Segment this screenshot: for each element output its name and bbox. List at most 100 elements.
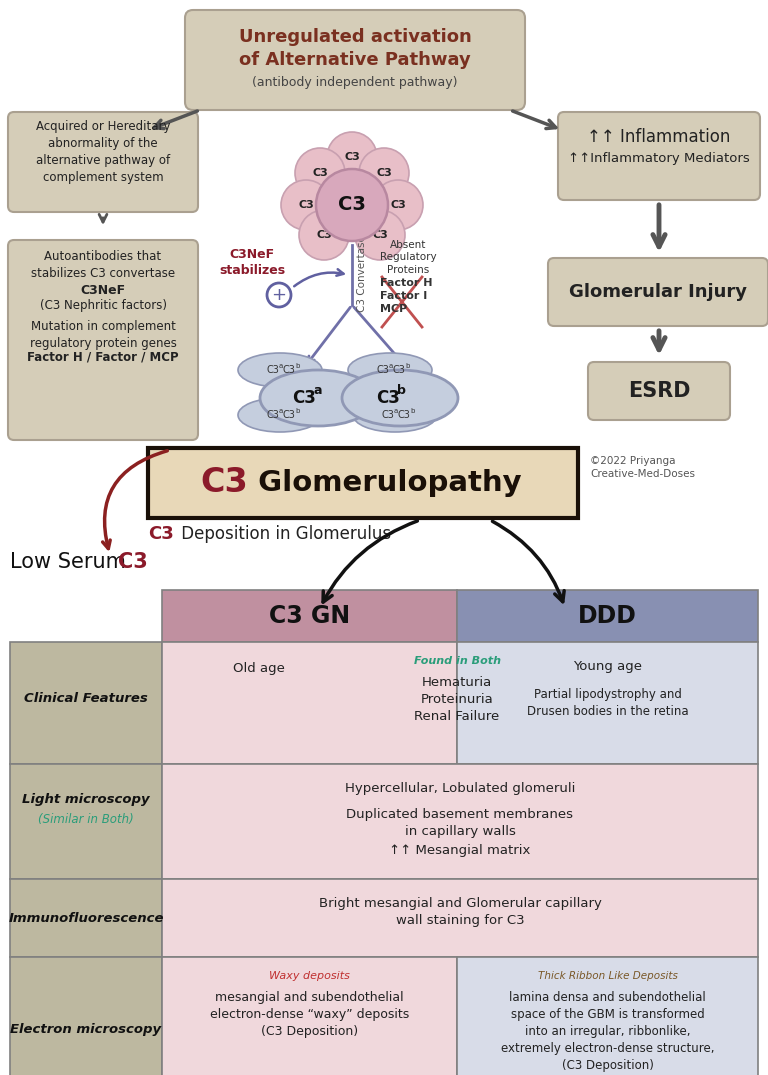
Ellipse shape <box>348 353 432 387</box>
Bar <box>148 448 578 518</box>
Text: Light microscopy: Light microscopy <box>22 792 150 805</box>
Text: b: b <box>295 363 300 369</box>
Text: Hypercellular, Lobulated glomeruli: Hypercellular, Lobulated glomeruli <box>345 782 575 796</box>
Ellipse shape <box>238 398 322 432</box>
FancyBboxPatch shape <box>588 362 730 420</box>
Text: Partial lipodystrophy and
Drusen bodies in the retina: Partial lipodystrophy and Drusen bodies … <box>527 688 688 718</box>
FancyBboxPatch shape <box>548 258 768 326</box>
Text: C3NeF
stabilizes: C3NeF stabilizes <box>219 248 285 277</box>
Bar <box>10 879 162 957</box>
Text: C3: C3 <box>283 410 296 420</box>
Bar <box>457 957 758 1075</box>
Circle shape <box>355 210 405 260</box>
Text: Unregulated activation: Unregulated activation <box>239 28 472 46</box>
Text: of Alternative Pathway: of Alternative Pathway <box>239 51 471 69</box>
FancyBboxPatch shape <box>8 240 198 440</box>
Text: a: a <box>279 363 283 369</box>
Text: Low Serum: Low Serum <box>10 551 133 572</box>
Bar <box>162 590 457 642</box>
Text: C3: C3 <box>338 196 366 215</box>
Text: Bright mesangial and Glomerular capillary
wall staining for C3: Bright mesangial and Glomerular capillar… <box>319 897 601 927</box>
Text: DDD: DDD <box>578 604 637 628</box>
Text: (C3 Nephritic factors): (C3 Nephritic factors) <box>39 299 167 312</box>
Text: a: a <box>394 408 399 414</box>
Text: C3: C3 <box>148 525 174 543</box>
Ellipse shape <box>260 370 376 426</box>
Bar <box>162 764 758 879</box>
Ellipse shape <box>238 353 322 387</box>
Text: C3: C3 <box>312 168 328 178</box>
Bar <box>10 957 162 1075</box>
Bar <box>162 879 758 957</box>
Text: a: a <box>279 408 283 414</box>
Text: C3: C3 <box>292 389 316 407</box>
Circle shape <box>316 169 388 241</box>
Ellipse shape <box>342 370 458 426</box>
Circle shape <box>295 148 345 198</box>
Text: ↑↑Inflammatory Mediators: ↑↑Inflammatory Mediators <box>568 152 750 164</box>
Text: Hematuria
Proteinuria
Renal Failure: Hematuria Proteinuria Renal Failure <box>415 676 500 723</box>
Text: C3: C3 <box>316 230 332 240</box>
Circle shape <box>327 132 377 182</box>
Circle shape <box>267 283 291 307</box>
Text: (Similar in Both): (Similar in Both) <box>38 813 134 826</box>
Bar <box>10 764 162 879</box>
Text: Thick Ribbon Like Deposits: Thick Ribbon Like Deposits <box>538 971 677 981</box>
Text: C3: C3 <box>376 168 392 178</box>
Text: C3: C3 <box>118 551 147 572</box>
Text: C3: C3 <box>392 366 406 375</box>
Text: a: a <box>313 385 322 398</box>
Circle shape <box>359 148 409 198</box>
Text: C3: C3 <box>376 366 389 375</box>
Bar <box>162 642 457 764</box>
Text: Autoantibodies that
stabilizes C3 convertase: Autoantibodies that stabilizes C3 conver… <box>31 250 175 280</box>
Text: ↑↑ Inflammation: ↑↑ Inflammation <box>588 128 730 146</box>
Text: C3: C3 <box>266 366 280 375</box>
Text: C3: C3 <box>298 200 314 210</box>
Text: Old age: Old age <box>233 662 285 675</box>
Text: b: b <box>295 408 300 414</box>
Text: C3: C3 <box>344 152 360 162</box>
Text: Glomerulopathy: Glomerulopathy <box>248 469 521 497</box>
Circle shape <box>299 210 349 260</box>
Text: C3: C3 <box>390 200 406 210</box>
Text: lamina densa and subendothelial
space of the GBM is transformed
into an irregula: lamina densa and subendothelial space of… <box>501 991 714 1072</box>
Text: Found in Both: Found in Both <box>413 656 501 666</box>
Text: Waxy deposits: Waxy deposits <box>269 971 350 981</box>
Text: Mutation in complement
regulatory protein genes: Mutation in complement regulatory protei… <box>29 320 177 350</box>
Text: C3: C3 <box>266 410 280 420</box>
Text: +: + <box>272 286 286 304</box>
Text: Acquired or Hereditary
abnormality of the
alternative pathway of
complement syst: Acquired or Hereditary abnormality of th… <box>36 120 170 184</box>
Text: C3: C3 <box>200 467 248 500</box>
Text: Absent
Regulatory
Proteins: Absent Regulatory Proteins <box>380 240 437 275</box>
Text: C3: C3 <box>283 366 296 375</box>
Text: b: b <box>410 408 415 414</box>
Text: C3 GN: C3 GN <box>269 604 350 628</box>
Text: C3: C3 <box>382 410 395 420</box>
FancyBboxPatch shape <box>8 112 198 212</box>
Text: b: b <box>397 385 406 398</box>
Text: ©2022 Priyanga
Creative-Med-Doses: ©2022 Priyanga Creative-Med-Doses <box>590 456 695 479</box>
Text: Young age: Young age <box>573 660 642 673</box>
Text: Glomerular Injury: Glomerular Injury <box>569 283 747 301</box>
Text: C3 Convertase: C3 Convertase <box>357 235 367 313</box>
Text: C3NeF: C3NeF <box>81 284 125 297</box>
Text: C3: C3 <box>372 230 388 240</box>
Text: a: a <box>389 363 393 369</box>
Ellipse shape <box>353 398 437 432</box>
FancyBboxPatch shape <box>558 112 760 200</box>
Bar <box>10 642 162 764</box>
Text: Immunofluorescence: Immunofluorescence <box>8 912 164 924</box>
Bar <box>457 590 758 642</box>
FancyBboxPatch shape <box>185 10 525 110</box>
Circle shape <box>281 180 331 230</box>
Text: C3: C3 <box>376 389 400 407</box>
Text: Factor H / Factor / MCP: Factor H / Factor / MCP <box>27 350 179 363</box>
Bar <box>457 642 758 764</box>
Text: Deposition in Glomerulus: Deposition in Glomerulus <box>176 525 391 543</box>
Text: Factor H
Factor I
MCP: Factor H Factor I MCP <box>380 278 432 314</box>
Text: ↑↑ Mesangial matrix: ↑↑ Mesangial matrix <box>389 844 531 857</box>
Bar <box>162 957 457 1075</box>
Text: C3: C3 <box>398 410 410 420</box>
Text: (antibody independent pathway): (antibody independent pathway) <box>252 76 458 89</box>
